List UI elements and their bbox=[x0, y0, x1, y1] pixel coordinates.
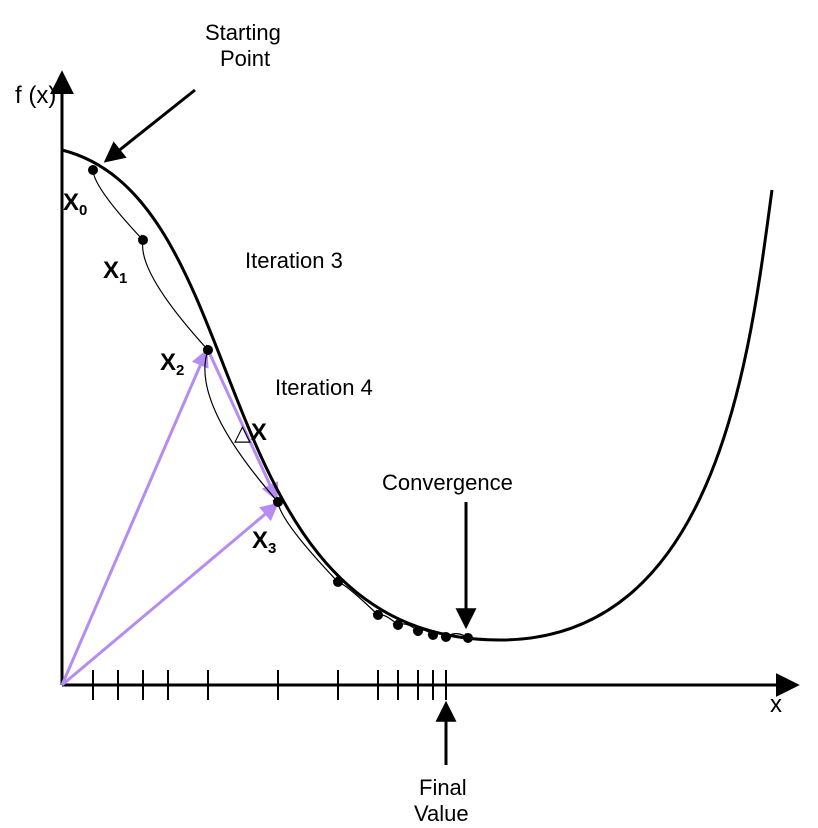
iteration-arc bbox=[338, 582, 378, 615]
delta-x-label: △X bbox=[234, 419, 267, 446]
iter-point-x0 bbox=[88, 165, 98, 175]
point-label-x2: X2 bbox=[160, 349, 184, 379]
x-axis-label: x bbox=[770, 691, 782, 718]
function-curve bbox=[62, 150, 772, 640]
point-label-x1: X1 bbox=[103, 257, 127, 287]
vector-origin-to-x2 bbox=[62, 352, 206, 685]
iter-point-p7 bbox=[413, 626, 423, 636]
iter-point-p4 bbox=[333, 577, 343, 587]
final-value-label: FinalValue bbox=[414, 775, 469, 826]
iter-point-p9 bbox=[441, 632, 451, 642]
y-axis-label: f (x) bbox=[15, 82, 56, 109]
convergence-label: Convergence bbox=[382, 470, 513, 495]
point-label-x0: X0 bbox=[63, 189, 87, 219]
iter-point-x3 bbox=[273, 497, 283, 507]
annotations: StartingPoint Iteration 3 Iteration 4 △X Con… bbox=[107, 20, 513, 826]
point-label-x3: X3 bbox=[252, 527, 276, 557]
iter-point-x1 bbox=[138, 235, 148, 245]
iteration-arcs bbox=[93, 170, 468, 638]
iter-point-p8 bbox=[428, 630, 438, 640]
iteration-points bbox=[88, 165, 473, 643]
iter-point-pF bbox=[463, 633, 473, 643]
iteration3-label: Iteration 3 bbox=[245, 248, 343, 273]
function-curve-path bbox=[62, 150, 772, 640]
starting-point-arrow bbox=[107, 90, 195, 160]
iter-point-p5 bbox=[373, 610, 383, 620]
iter-point-x2 bbox=[203, 345, 213, 355]
iteration4-label: Iteration 4 bbox=[275, 375, 373, 400]
starting-point-label: StartingPoint bbox=[205, 20, 281, 71]
vector-origin-to-x3 bbox=[62, 505, 276, 685]
gradient-descent-diagram: x f (x) X0 X1 X2 X3 StartingPoint Iteration 3… bbox=[0, 0, 818, 828]
position-vectors bbox=[62, 350, 276, 685]
iter-point-p6 bbox=[393, 620, 403, 630]
